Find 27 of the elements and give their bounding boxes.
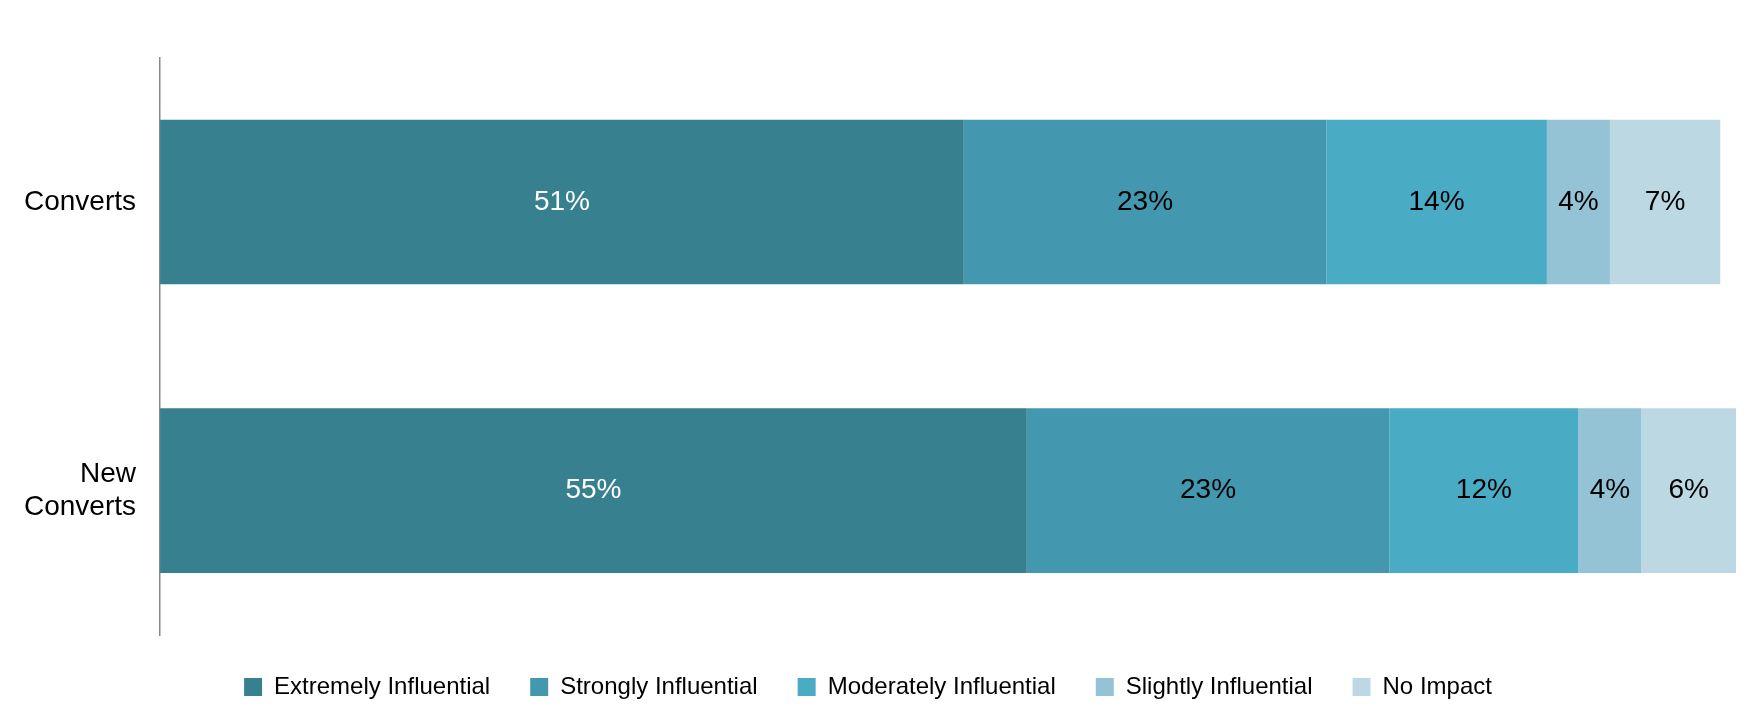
data-label: 23% xyxy=(1180,473,1237,505)
bar xyxy=(160,408,1027,573)
data-label: 12% xyxy=(1455,473,1512,505)
bar xyxy=(1609,119,1721,285)
y-tick-label: Converts xyxy=(23,184,137,216)
legend-label: Slightly Influential xyxy=(1125,671,1313,699)
bar xyxy=(1326,119,1547,285)
bar xyxy=(1578,408,1642,573)
legend-label: Strongly Influential xyxy=(560,671,758,699)
data-label: 6% xyxy=(1668,473,1709,505)
data-label: 7% xyxy=(1644,184,1686,216)
bar xyxy=(963,119,1327,285)
legend-label: Moderately Influential xyxy=(827,671,1056,699)
data-label: 23% xyxy=(1116,184,1174,216)
data-label: 55% xyxy=(565,473,622,505)
bar xyxy=(1026,408,1390,573)
data-label: 51% xyxy=(533,184,590,216)
data-label: 4% xyxy=(1558,184,1599,216)
legend-label: Extremely Influential xyxy=(274,671,491,699)
bar xyxy=(160,119,964,285)
bar xyxy=(1389,408,1579,573)
bar xyxy=(1641,408,1736,573)
data-label: 14% xyxy=(1408,184,1465,216)
bar xyxy=(1546,119,1610,285)
data-label: 4% xyxy=(1589,473,1631,505)
legend-label: No Impact xyxy=(1382,671,1493,699)
y-tick-label: New Converts xyxy=(23,456,137,522)
